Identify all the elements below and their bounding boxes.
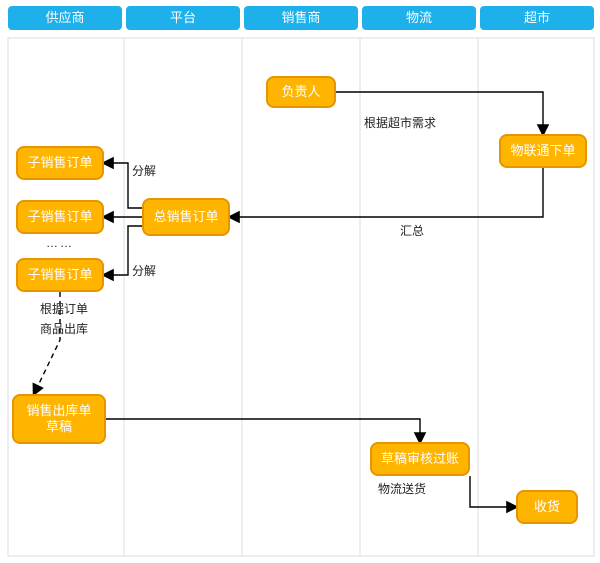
- node-total-order: 总销售订单: [142, 198, 230, 236]
- label-out-note2: 商品出库: [40, 320, 88, 337]
- label-ship: 物流送货: [378, 480, 426, 497]
- swimlane-diagram: 供应商 平台 销售商 物流 超市 负责人 物联通下单 总销售订单 子销售订单 子…: [0, 0, 600, 563]
- node-wlt-order: 物联通下单: [499, 134, 587, 168]
- node-sub-order-1: 子销售订单: [16, 146, 104, 180]
- node-out-draft: 销售出库单 草稿: [12, 394, 106, 444]
- label-summary: 汇总: [400, 222, 424, 239]
- lane-header-market: 超市: [480, 6, 594, 30]
- node-receive: 收货: [516, 490, 578, 524]
- node-principal: 负责人: [266, 76, 336, 108]
- lane-header-logistics: 物流: [362, 6, 476, 30]
- ellipsis: ……: [46, 236, 74, 250]
- node-audit: 草稿审核过账: [370, 442, 470, 476]
- label-by-demand: 根据超市需求: [364, 114, 436, 131]
- node-sub-order-3: 子销售订单: [16, 258, 104, 292]
- label-out-note1: 根据订单: [40, 300, 88, 317]
- lane-header-dealer: 销售商: [244, 6, 358, 30]
- label-split-1: 分解: [132, 162, 156, 179]
- lane-header-platform: 平台: [126, 6, 240, 30]
- node-sub-order-2: 子销售订单: [16, 200, 104, 234]
- lane-header-supplier: 供应商: [8, 6, 122, 30]
- label-split-2: 分解: [132, 262, 156, 279]
